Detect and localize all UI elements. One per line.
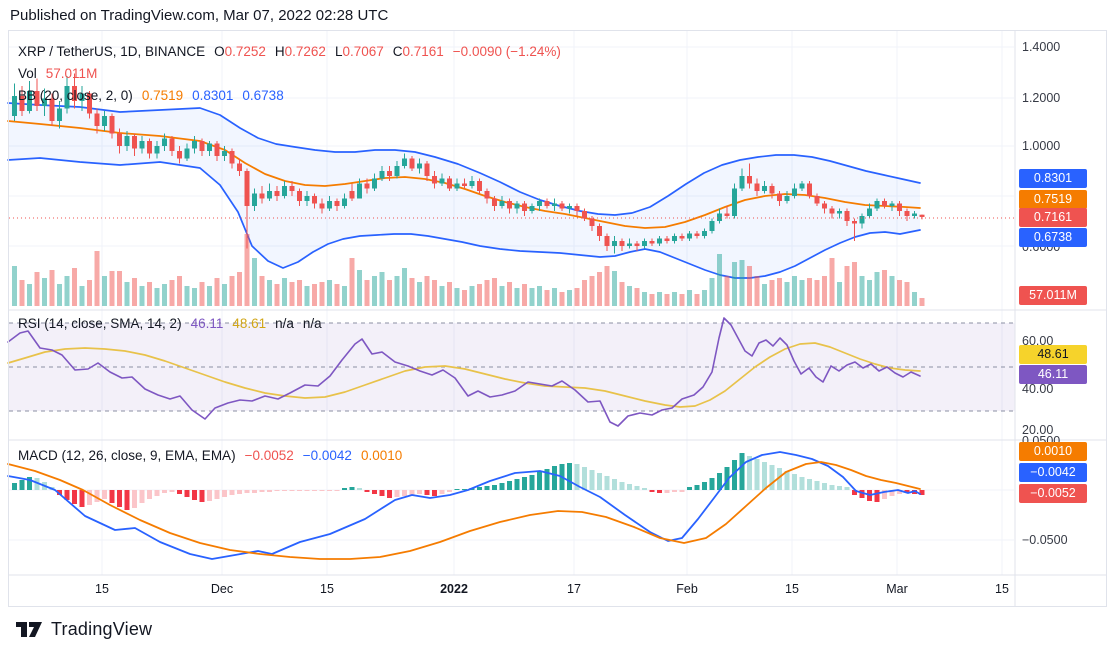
axis-price-badge: 0.0010 bbox=[1019, 442, 1087, 461]
time-label: 2022 bbox=[440, 582, 468, 596]
tradingview-brand-text[interactable]: TradingView bbox=[51, 618, 153, 639]
axis-tick-label: 1.4000 bbox=[1022, 40, 1061, 54]
rsi-legend-row[interactable]: RSI (14, close, SMA, 14, 2) 46.11 48.61 … bbox=[18, 316, 322, 331]
axis-tick-label: 60.00 bbox=[1022, 334, 1054, 348]
axis-price-badge: −0.0052 bbox=[1019, 484, 1087, 503]
macd-hist-value: −0.0052 bbox=[244, 448, 294, 463]
axis-price-badge: 0.7161 bbox=[1019, 208, 1087, 227]
volume-value: 57.011M bbox=[45, 66, 98, 81]
time-label: 15 bbox=[95, 582, 109, 596]
time-label: Mar bbox=[886, 582, 908, 596]
axis-tick-label: 1.0000 bbox=[1022, 139, 1061, 153]
axis-price-badge: 0.7519 bbox=[1019, 190, 1087, 209]
axis-price-badge: 0.8301 bbox=[1019, 169, 1087, 188]
bollinger-layer bbox=[7, 102, 921, 279]
axis-price-badge: 48.61 bbox=[1019, 345, 1087, 364]
ohlc-close: C0.7161 bbox=[392, 44, 444, 59]
axis-price-badge: −0.0042 bbox=[1019, 463, 1087, 482]
frame-layer bbox=[8, 30, 1107, 607]
macd-layer bbox=[7, 451, 925, 560]
change-value: −0.0090 (−1.24%) bbox=[452, 44, 561, 59]
macd-line-value: −0.0042 bbox=[302, 448, 352, 463]
axis-tick-label: −0.0500 bbox=[1022, 533, 1068, 547]
axis-tick-label: 1.2000 bbox=[1022, 91, 1061, 105]
axis-tick-label: 40.00 bbox=[1022, 382, 1054, 396]
volume-label: Vol bbox=[18, 66, 37, 81]
time-label: 15 bbox=[785, 582, 799, 596]
publish-header: Published on TradingView.com, Mar 07, 20… bbox=[10, 7, 388, 24]
ohlc-high: H0.7262 bbox=[274, 44, 326, 59]
bb-lower-value: 0.6738 bbox=[242, 88, 284, 103]
candles-layer bbox=[12, 73, 925, 254]
tradingview-logo-icon[interactable] bbox=[14, 616, 44, 642]
rsi-na-1: n/a bbox=[275, 316, 294, 331]
rsi-na-2: n/a bbox=[302, 316, 322, 331]
time-label: Feb bbox=[676, 582, 698, 596]
axis-tick-label: 20.00 bbox=[1022, 423, 1054, 437]
ohlc-open: O0.7252 bbox=[214, 44, 266, 59]
main-legend-row[interactable]: XRP / TetherUS, 1D, BINANCE O0.7252 H0.7… bbox=[18, 44, 561, 59]
ohlc-low: L0.7067 bbox=[334, 44, 384, 59]
macd-label: MACD (12, 26, close, 9, EMA, EMA) bbox=[18, 448, 236, 463]
volume-layer bbox=[12, 234, 925, 306]
time-label: Dec bbox=[210, 582, 234, 596]
rsi-value: 46.11 bbox=[190, 316, 224, 331]
bb-label: BB (20, close, 2, 0) bbox=[18, 88, 133, 103]
macd-legend-row[interactable]: MACD (12, 26, close, 9, EMA, EMA) −0.005… bbox=[18, 448, 402, 463]
publish-text: Published on TradingView.com, Mar 07, 20… bbox=[10, 7, 389, 24]
bb-basis-value: 0.7519 bbox=[141, 88, 184, 103]
axis-price-badge: 0.6738 bbox=[1019, 228, 1087, 247]
time-axis[interactable] bbox=[8, 575, 1015, 606]
bb-legend-row[interactable]: BB (20, close, 2, 0) 0.7519 0.8301 0.673… bbox=[18, 88, 284, 103]
volume-legend-row[interactable]: Vol 57.011M bbox=[18, 66, 97, 81]
time-label: 17 bbox=[567, 582, 581, 596]
bb-upper-value: 0.8301 bbox=[192, 88, 234, 103]
symbol-title: XRP / TetherUS, 1D, BINANCE bbox=[18, 44, 206, 59]
rsi-sma-value: 48.61 bbox=[232, 316, 267, 331]
time-label: 15 bbox=[320, 582, 334, 596]
macd-signal-value: 0.0010 bbox=[360, 448, 403, 463]
footer: TradingView bbox=[14, 616, 152, 642]
rsi-layer bbox=[7, 317, 921, 427]
rsi-label: RSI (14, close, SMA, 14, 2) bbox=[18, 316, 182, 331]
axis-price-badge: 57.011M bbox=[1019, 286, 1087, 305]
time-label: 15 bbox=[995, 582, 1009, 596]
axis-price-badge: 46.11 bbox=[1019, 365, 1087, 384]
